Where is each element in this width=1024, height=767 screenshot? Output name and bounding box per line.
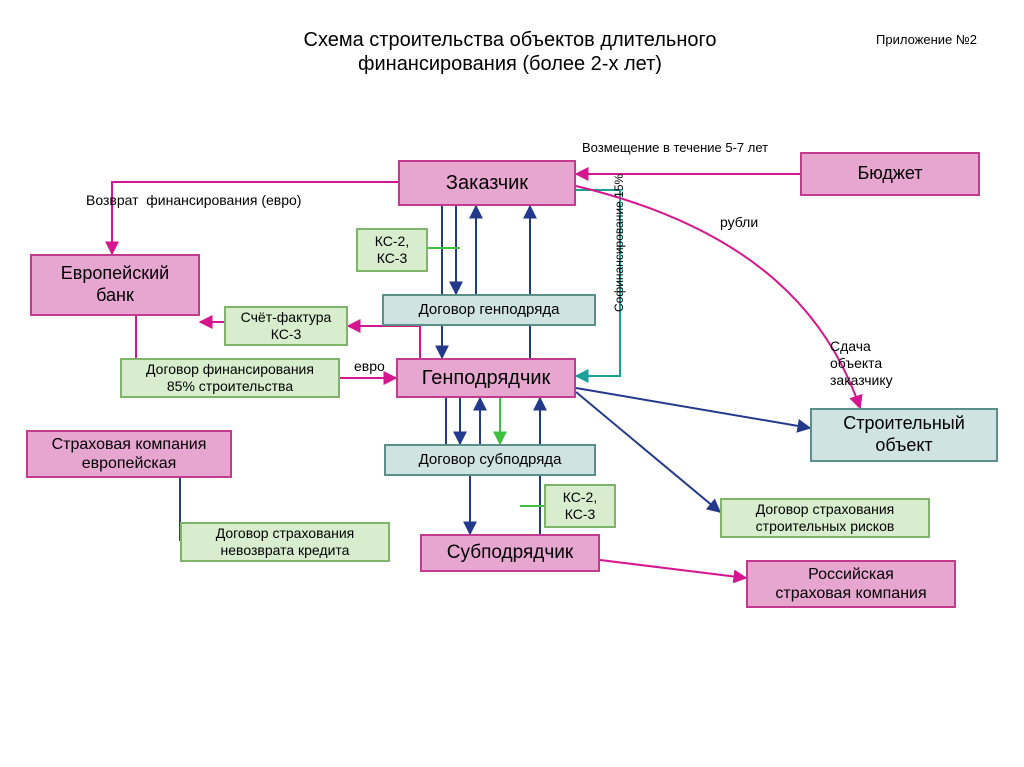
edge-e_gen_build [576,388,810,428]
edge-e_sub_rus [600,560,746,578]
node-customer: Заказчик [398,160,576,206]
page-title: Схема строительства объектов длительного… [220,28,800,76]
node-budget: Бюджет [800,152,980,196]
label-l_reimb: Возмещение в течение 5-7 лет [582,140,768,156]
label-l_rub: рубли [720,214,758,231]
node-fin85: Договор финансирования 85% строительства [120,358,340,398]
node-ks23_bot: КС-2, КС-3 [544,484,616,528]
label-l_euro: евро [354,358,385,375]
node-subcontract: Договор субподряда [384,444,596,476]
label-l_deliver: Сдача объекта заказчику [830,338,893,388]
node-eurobank: Европейский банк [30,254,200,316]
node-invoice: Счёт-фактура КС-3 [224,306,348,346]
diagram-canvas: Схема строительства объектов длительного… [0,0,1024,767]
node-ks23_top: КС-2, КС-3 [356,228,428,272]
node-rusins: Российская страховая компания [746,560,956,608]
edge-e_gen_inv [348,326,420,358]
node-subcontractor: Субподрядчик [420,534,600,572]
node-creditins: Договор страхования невозврата кредита [180,522,390,562]
node-buildobj: Строительный объект [810,408,998,462]
node-gencontractor: Генподрядчик [396,358,576,398]
appendix-label: Приложение №2 [876,32,977,48]
node-gencontract: Договор генподряда [382,294,596,326]
label-l_cofin: Софинансирование 15% [612,174,626,312]
node-riskins: Договор страхования строительных рисков [720,498,930,538]
node-euroins: Страховая компания европейская [26,430,232,478]
label-l_return: Возврат финансирования (евро) [86,192,301,209]
